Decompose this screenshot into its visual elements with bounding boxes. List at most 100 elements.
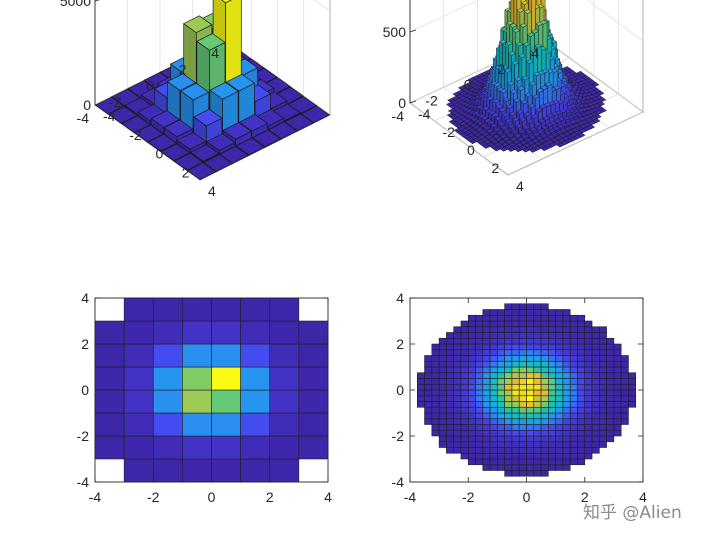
heatmap-cell xyxy=(489,424,498,431)
heatmap-cell xyxy=(240,412,271,437)
heatmap-cell xyxy=(504,349,513,356)
heatmap-cell xyxy=(438,406,447,414)
heatmap-cell xyxy=(569,355,578,362)
heatmap-cell xyxy=(577,447,586,454)
heatmap-cell xyxy=(511,401,520,408)
heatmap-cell xyxy=(518,441,527,448)
bar-face-top xyxy=(527,32,535,38)
heatmap-cell xyxy=(467,424,476,431)
heatmap-cell xyxy=(569,320,578,328)
heatmap-cell xyxy=(555,418,564,425)
heatmap-cell xyxy=(555,320,564,328)
heatmap-cell xyxy=(123,343,154,368)
heatmap-cell xyxy=(606,401,615,408)
bar-face-top xyxy=(251,129,282,148)
heatmap-cell xyxy=(591,366,600,374)
heatmap-cell xyxy=(211,458,241,483)
heatmap-cell xyxy=(497,326,505,333)
heatmap-cell xyxy=(533,424,542,431)
heatmap-cell xyxy=(467,452,476,460)
heatmap-cell xyxy=(518,355,527,362)
heatmap-cell xyxy=(620,401,629,408)
heatmap-cell xyxy=(555,464,564,471)
heatmap-cell xyxy=(446,435,454,443)
bar-face-top xyxy=(531,29,539,34)
heatmap-cell xyxy=(584,389,593,397)
heatmap-cell xyxy=(460,349,469,356)
heatmap-cell xyxy=(613,401,622,408)
heatmap-cell xyxy=(298,412,329,437)
heatmap-cell xyxy=(599,412,607,420)
heatmap-cell xyxy=(438,418,447,425)
heatmap-cell xyxy=(526,332,535,339)
heatmap-cell xyxy=(562,372,571,379)
heatmap-cell xyxy=(475,314,484,322)
bar-face-top xyxy=(540,85,549,90)
heatmap-cell xyxy=(526,395,535,402)
heatmap-cell xyxy=(628,389,637,397)
heatmap-cell xyxy=(569,332,578,339)
y-tick-label: 0 xyxy=(81,382,89,398)
heatmap-cell xyxy=(489,355,498,362)
heatmap-cells xyxy=(94,297,329,483)
heatmap-cell xyxy=(504,458,513,466)
heatmap-cell xyxy=(555,441,564,448)
heatmap-cell xyxy=(416,395,425,402)
heatmap-cell xyxy=(475,360,484,368)
heatmap-cell xyxy=(562,355,571,362)
heatmap-cell xyxy=(467,366,476,374)
heatmap-cell xyxy=(599,337,607,345)
heatmap-cell xyxy=(460,355,469,362)
heatmap-cell xyxy=(584,441,593,448)
heatmap-cell xyxy=(489,326,498,333)
heatmap-cell xyxy=(555,406,564,414)
heatmap-cell xyxy=(511,406,520,414)
heatmap-cell xyxy=(482,401,491,408)
heatmap-cell xyxy=(504,366,513,374)
heatmap-cell xyxy=(511,418,520,425)
heatmap-cell xyxy=(467,406,476,414)
heatmap-cell xyxy=(467,378,476,385)
heatmap-cell xyxy=(548,406,556,414)
heatmap-cell xyxy=(504,441,513,448)
heatmap-cell xyxy=(606,378,615,385)
heatmap-cell xyxy=(562,395,571,402)
bars xyxy=(446,0,607,153)
heatmap-cell xyxy=(584,435,593,443)
heatmap-cell xyxy=(497,372,505,379)
heatmap-cell xyxy=(475,401,484,408)
heatmap-cell xyxy=(431,366,440,374)
heatmap-cell xyxy=(555,452,564,460)
heatmap-cell xyxy=(240,458,271,483)
heatmap-cell xyxy=(533,441,542,448)
heatmap-cell xyxy=(526,470,535,477)
heatmap-cell xyxy=(540,343,549,351)
heatmap-cell xyxy=(620,378,629,385)
heatmap-cell xyxy=(606,337,615,345)
heatmap-cell xyxy=(606,435,615,443)
heatmap-cell xyxy=(182,320,212,345)
heatmap-cell xyxy=(591,389,600,397)
heatmap-cell xyxy=(569,366,578,374)
heatmap-cell xyxy=(416,383,425,391)
heatmap-cell xyxy=(613,412,622,420)
y-tick-label: -4 xyxy=(392,474,405,490)
heatmap-cell xyxy=(467,412,476,420)
heatmap-cell xyxy=(599,401,607,408)
bar-face-top xyxy=(173,152,204,171)
heatmap-cell xyxy=(152,458,183,483)
heatmap-cell xyxy=(431,378,440,385)
y-tick-label: 0 xyxy=(464,77,472,93)
heatmap-cell xyxy=(504,383,513,391)
heatmap-cell xyxy=(511,343,520,351)
heatmap-cell xyxy=(562,464,571,471)
heatmap-cell xyxy=(562,349,571,356)
heatmap-cell xyxy=(438,435,447,443)
heatmap-cell xyxy=(518,406,527,414)
heatmap-cell xyxy=(540,337,549,345)
heatmap-cell xyxy=(475,429,484,437)
heatmap-cell xyxy=(475,366,484,374)
heatmap-cell xyxy=(504,401,513,408)
z-tick-mark xyxy=(94,0,100,2)
bar-face-top xyxy=(225,73,256,92)
